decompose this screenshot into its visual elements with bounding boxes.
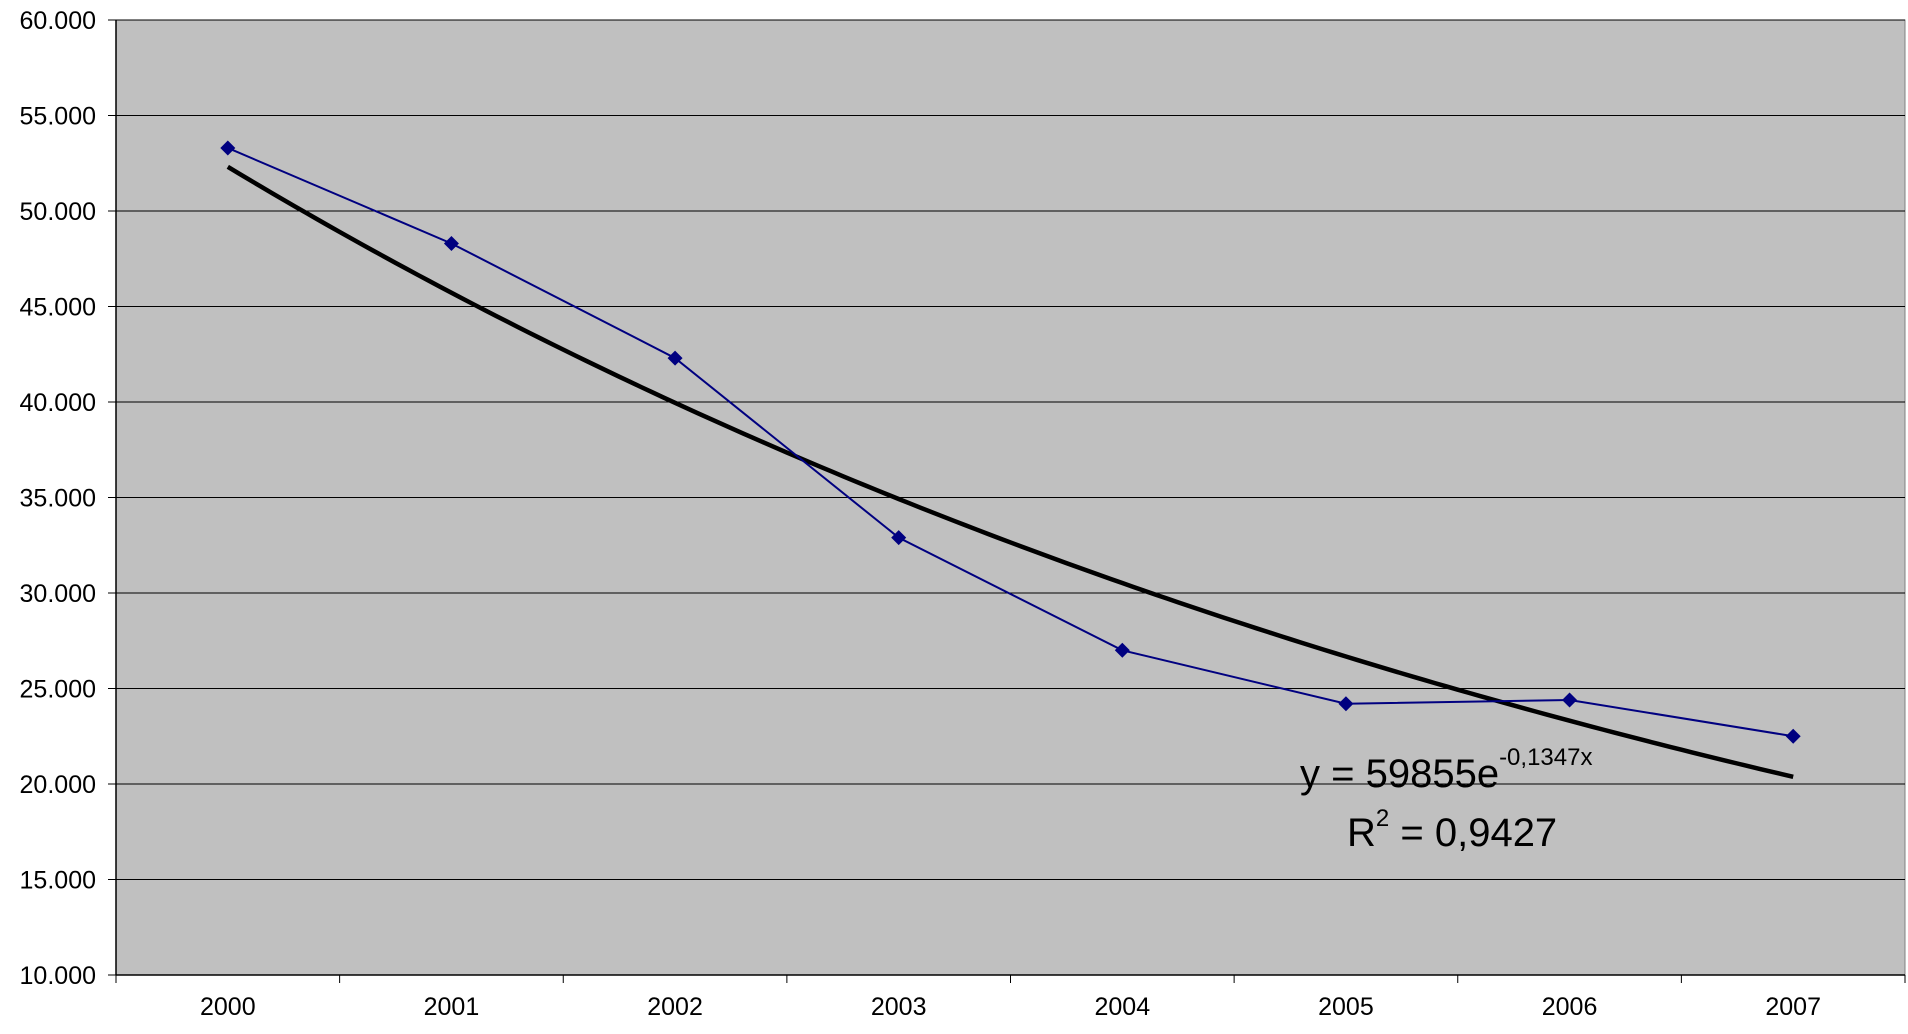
data-point-marker [1785, 728, 1801, 744]
series-line [227, 147, 1794, 738]
x-tick-label: 2006 [1542, 993, 1598, 1021]
x-tick-label: 2002 [647, 993, 703, 1021]
y-tick-label: 60.000 [20, 7, 96, 35]
y-tick-label: 50.000 [20, 198, 96, 226]
x-tick-label: 2005 [1318, 993, 1374, 1021]
y-tick-label: 25.000 [20, 676, 96, 704]
trendline-equation-text: y = 59855e-0,1347x [1300, 744, 1592, 796]
trendline-equation: y = 59855e-0,1347x R2 = 0,9427 [1300, 744, 1592, 855]
x-tick-label: 2007 [1765, 993, 1821, 1021]
x-tick-label: 2001 [424, 993, 480, 1021]
r-squared-text: R2 = 0,9427 [1347, 805, 1557, 855]
x-tick-label: 2003 [871, 993, 927, 1021]
data-point-marker [220, 140, 236, 156]
y-tick-label: 45.000 [20, 294, 96, 322]
r-squared-value: = 0,9427 [1389, 811, 1557, 855]
data-point-marker [667, 350, 683, 366]
y-tick-label: 40.000 [20, 389, 96, 417]
data-point-marker [1114, 642, 1130, 658]
x-axis-tick-labels: 2000 2001 2002 2003 2004 2005 2006 2007 [200, 993, 1821, 1021]
y-tick-label: 10.000 [20, 962, 96, 990]
y-tick-label: 15.000 [20, 867, 96, 895]
y-tick-label: 55.000 [20, 103, 96, 131]
y-tick-label: 35.000 [20, 485, 96, 513]
data-point-marker [891, 530, 907, 546]
x-tick-label: 2004 [1095, 993, 1151, 1021]
trendline [226, 164, 1794, 780]
data-point-marker [1338, 696, 1354, 712]
data-point-marker [1562, 692, 1578, 708]
r-squared-base: R [1347, 811, 1376, 855]
axes [108, 19, 1906, 983]
y-tick-label: 30.000 [20, 580, 96, 608]
y-axis-tick-labels: 10.000 15.000 20.000 25.000 30.000 35.000 40.0… [20, 7, 96, 990]
equation-exponent: -0,1347x [1499, 744, 1592, 771]
series-markers [220, 140, 1801, 744]
x-tick-label: 2000 [200, 993, 256, 1021]
equation-base: y = 59855e [1300, 752, 1499, 796]
y-tick-label: 20.000 [20, 771, 96, 799]
r-squared-superscript: 2 [1376, 805, 1389, 832]
data-point-marker [443, 235, 459, 251]
